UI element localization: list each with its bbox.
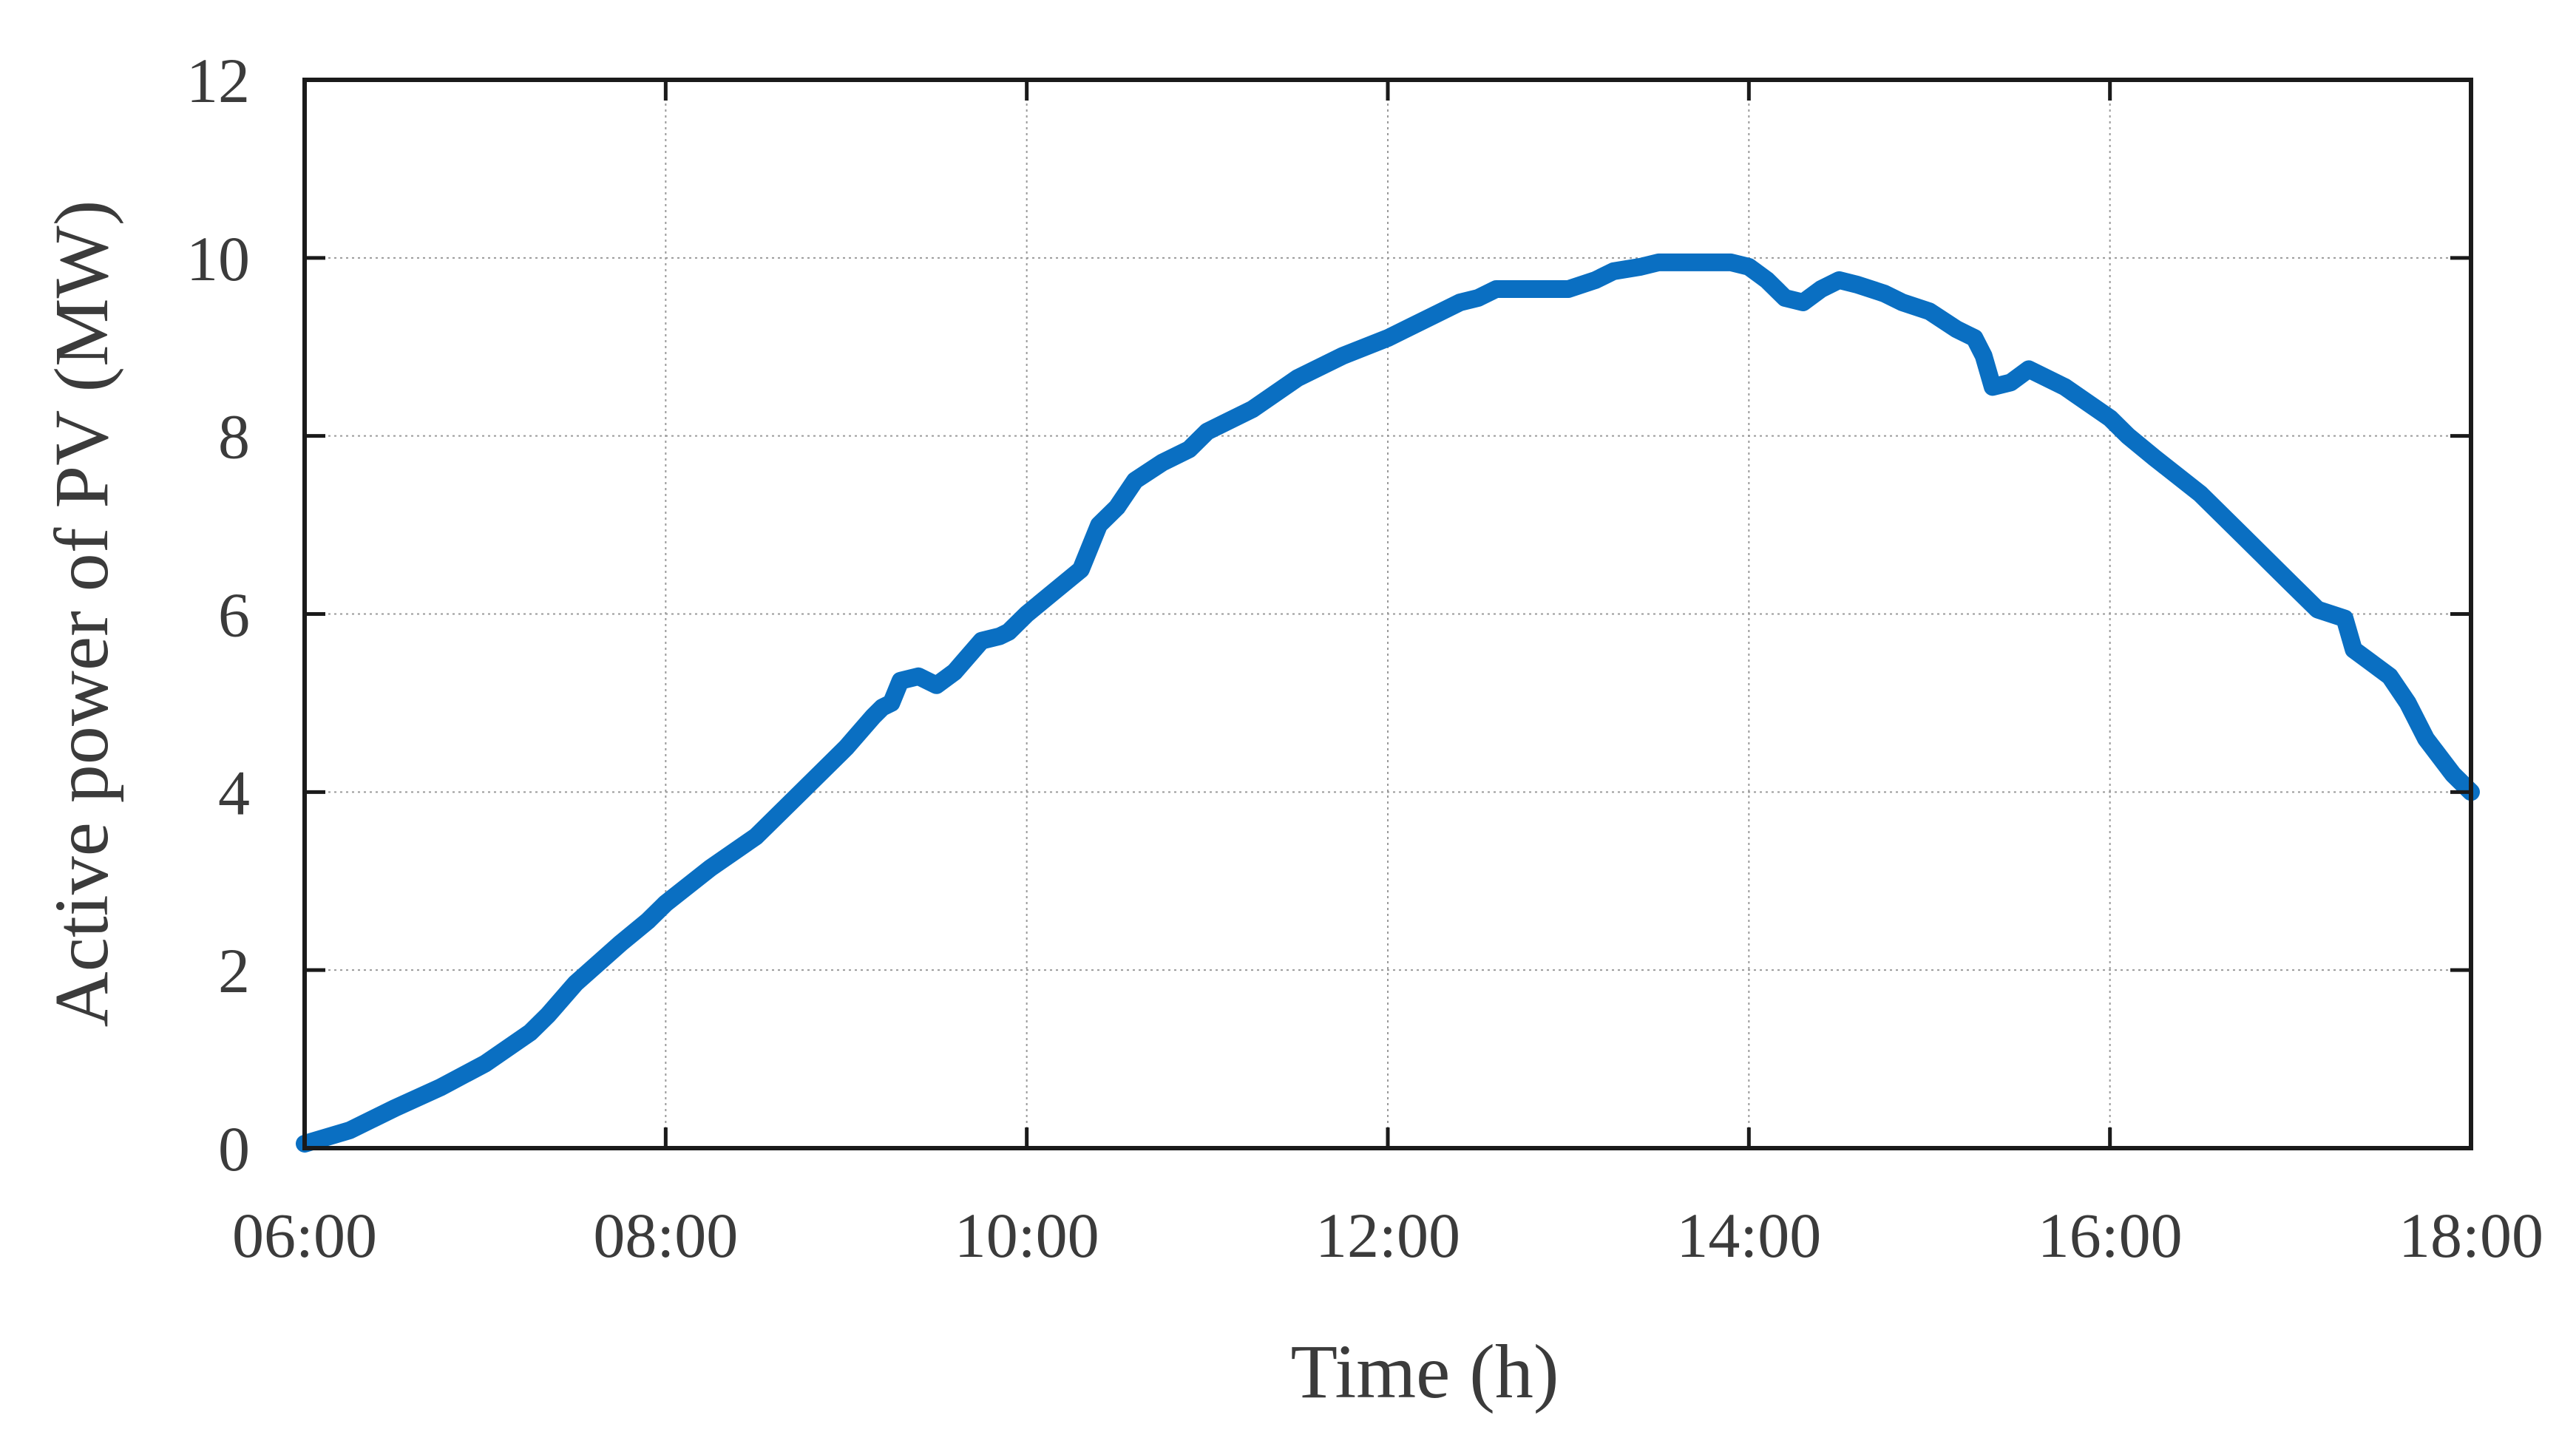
y-tick-label: 12 xyxy=(186,45,250,116)
y-axis-tick-labels: 0 2 4 6 8 10 12 xyxy=(186,45,250,1184)
x-tick-label: 06:00 xyxy=(232,1200,377,1271)
x-tick-label: 14:00 xyxy=(1676,1200,1821,1271)
x-tick-label: 18:00 xyxy=(2399,1200,2543,1271)
x-tick-label: 16:00 xyxy=(2038,1200,2183,1271)
y-tick-label: 6 xyxy=(218,580,250,651)
y-tick-label: 4 xyxy=(218,757,250,828)
y-axis-title: Active power of PV (MW) xyxy=(39,200,124,1028)
y-tick-label: 0 xyxy=(218,1113,250,1184)
x-tick-label: 10:00 xyxy=(955,1200,1099,1271)
x-axis-title: Time (h) xyxy=(1290,1329,1559,1414)
y-tick-label: 10 xyxy=(186,223,250,294)
grid-lines xyxy=(305,80,2471,1148)
x-tick-label: 12:00 xyxy=(1315,1200,1460,1271)
y-tick-label: 2 xyxy=(218,935,250,1006)
pv-power-series-line xyxy=(296,253,2480,1153)
x-axis-tick-labels: 06:00 08:00 10:00 12:00 14:00 16:00 18:00 xyxy=(232,1200,2543,1271)
y-tick-label: 8 xyxy=(218,401,250,472)
series-layer xyxy=(296,253,2480,1153)
x-tick-label: 08:00 xyxy=(593,1200,738,1271)
tick-marks xyxy=(302,78,2473,1150)
